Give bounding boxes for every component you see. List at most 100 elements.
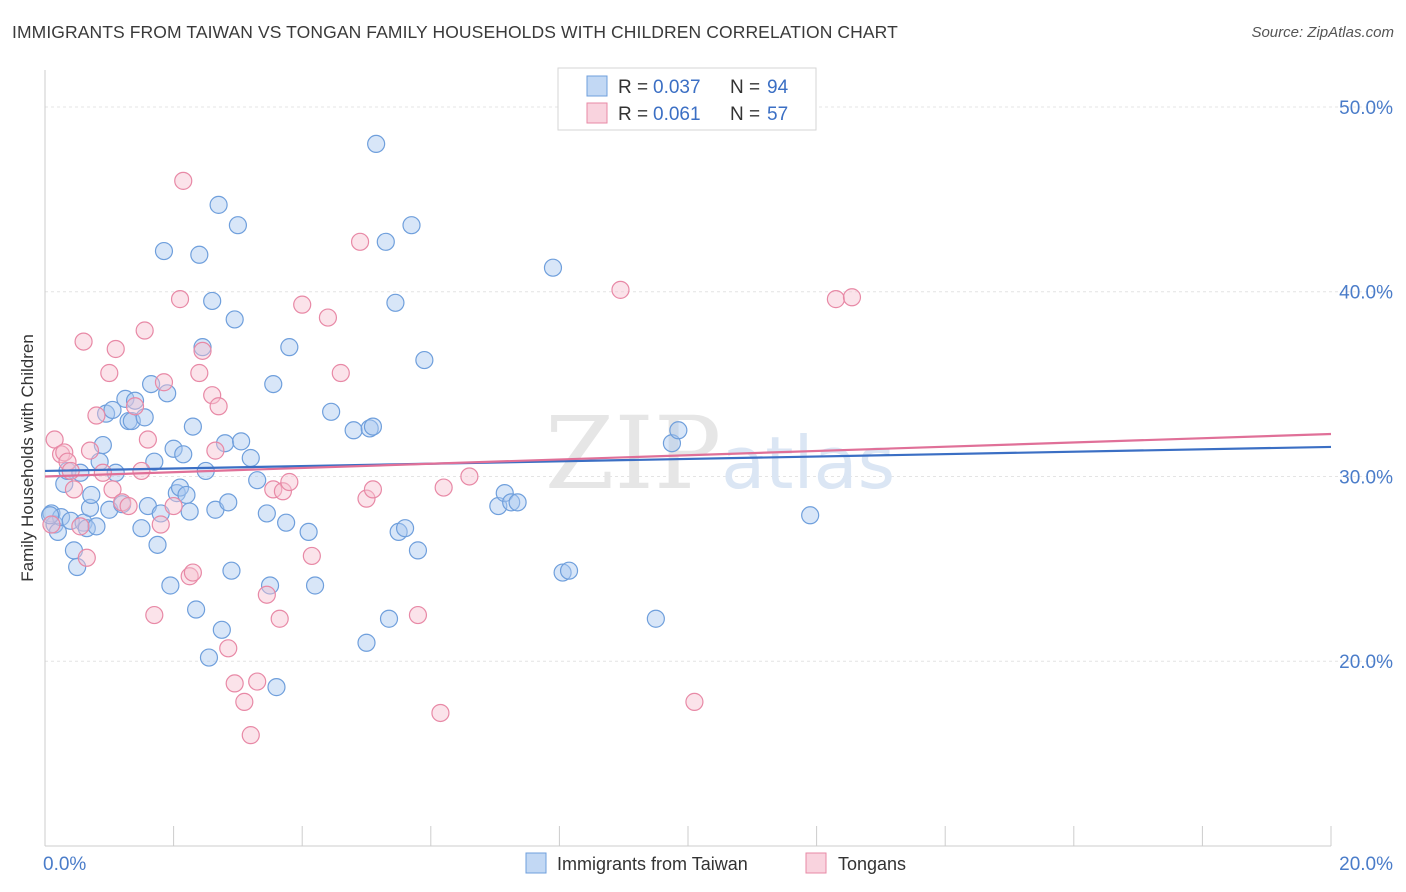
taiwan-point (158, 384, 177, 403)
tongan-point (206, 441, 225, 460)
legend-swatch (586, 102, 608, 124)
tongan-point (164, 496, 183, 516)
taiwan-point (502, 493, 521, 512)
taiwan-point (41, 506, 60, 525)
taiwan-point (363, 417, 383, 436)
taiwan-point (187, 600, 206, 619)
taiwan-point (257, 504, 276, 523)
bottom-legend: Immigrants from Taiwan Tongans (525, 852, 906, 874)
tongan-point (135, 321, 154, 340)
tongan-point (151, 515, 170, 534)
tongan-point (219, 639, 238, 658)
tongan-point (270, 609, 289, 628)
taiwan-point (543, 258, 563, 277)
taiwan-point (87, 517, 106, 536)
taiwan-point (379, 609, 399, 628)
tongan-point (611, 280, 630, 299)
taiwan-point (553, 563, 572, 582)
y-axis-title: Family Households with Children (18, 334, 37, 582)
tongan-point (434, 478, 453, 497)
taiwan-point (180, 502, 199, 521)
taiwan-point (264, 374, 283, 394)
bottom-legend-label: Immigrants from Taiwan (557, 854, 748, 874)
taiwan-point (215, 434, 235, 453)
tongan-point (431, 703, 450, 723)
tongan-point (460, 467, 479, 486)
tongan-point (302, 546, 321, 566)
data-points (41, 134, 862, 745)
tongan-point (235, 692, 254, 711)
taiwan-point (305, 576, 325, 595)
tongan-point (100, 363, 119, 383)
legend-r-value: 0.061 (653, 104, 701, 125)
taiwan-trend-line (44, 445, 1332, 473)
taiwan-point (80, 498, 100, 517)
taiwan-point (228, 216, 247, 235)
tongan-point (106, 339, 125, 359)
y-tick-label: 20.0% (1339, 652, 1393, 673)
tongan-point (80, 441, 100, 460)
taiwan-point (395, 519, 415, 538)
taiwan-point (508, 493, 527, 512)
watermark: ZIPatlas (545, 395, 895, 512)
legend-n-value: 57 (767, 104, 788, 125)
taiwan-point (367, 134, 386, 154)
taiwan-point (219, 493, 238, 512)
tongan-point (193, 341, 212, 360)
taiwan-point (203, 291, 222, 311)
taiwan-point (190, 245, 209, 264)
taiwan-point (386, 293, 405, 312)
legend: R = 0.037 N = 94 R = 0.061 N = 57 (557, 67, 817, 131)
trend-lines (44, 432, 1332, 478)
taiwan-point (376, 232, 395, 251)
taiwan-point (222, 561, 241, 580)
tongan-point (174, 171, 193, 190)
legend-n-value: 94 (767, 77, 789, 98)
taiwan-point (148, 535, 167, 554)
tongan-point (842, 288, 862, 307)
tongan-point (125, 397, 145, 416)
taiwan-point (322, 402, 341, 421)
tongan-point (209, 397, 228, 416)
grid-lines (45, 106, 1395, 662)
taiwan-point (299, 522, 318, 542)
taiwan-point (48, 522, 67, 542)
x-tick-label-min: 0.0% (43, 854, 86, 875)
legend-n-label: N = (730, 104, 760, 125)
y-tick-label: 50.0% (1339, 98, 1393, 119)
legend-n-label: N = (730, 77, 760, 98)
bottom-legend-label: Tongans (838, 854, 906, 874)
chart-source: Source: ZipAtlas.com (1251, 24, 1394, 41)
tick-labels: 20.0% 30.0% 40.0% 50.0% 0.0% 20.0% Family Hous… (18, 98, 1393, 875)
legend-r-label: R = (618, 77, 648, 98)
taiwan-point (212, 620, 231, 639)
tongan-point (138, 430, 157, 449)
tongan-point (77, 548, 96, 567)
taiwan-point (82, 485, 101, 505)
taiwan-point (132, 519, 151, 538)
taiwan-point (801, 506, 820, 525)
taiwan-point (344, 421, 363, 440)
taiwan-point (360, 419, 379, 438)
tongan-point (183, 563, 202, 582)
taiwan-point (183, 417, 202, 436)
taiwan-point (415, 350, 434, 370)
tongan-point (248, 672, 267, 691)
tongan-point (145, 605, 164, 625)
taiwan-point (199, 648, 219, 667)
tongan-trend-line (44, 432, 1332, 478)
axes (44, 70, 1332, 847)
tongan-point (350, 232, 370, 251)
tongan-point (685, 692, 704, 711)
taiwan-point (209, 195, 228, 214)
tongan-point (363, 480, 383, 499)
tongan-point (87, 406, 106, 425)
tongan-point (64, 480, 84, 499)
tongan-point (318, 308, 338, 327)
tongan-point (273, 482, 293, 501)
taiwan-point (280, 338, 299, 357)
taiwan-point (225, 310, 244, 329)
tongan-point (826, 290, 845, 309)
tongan-point (119, 496, 138, 516)
